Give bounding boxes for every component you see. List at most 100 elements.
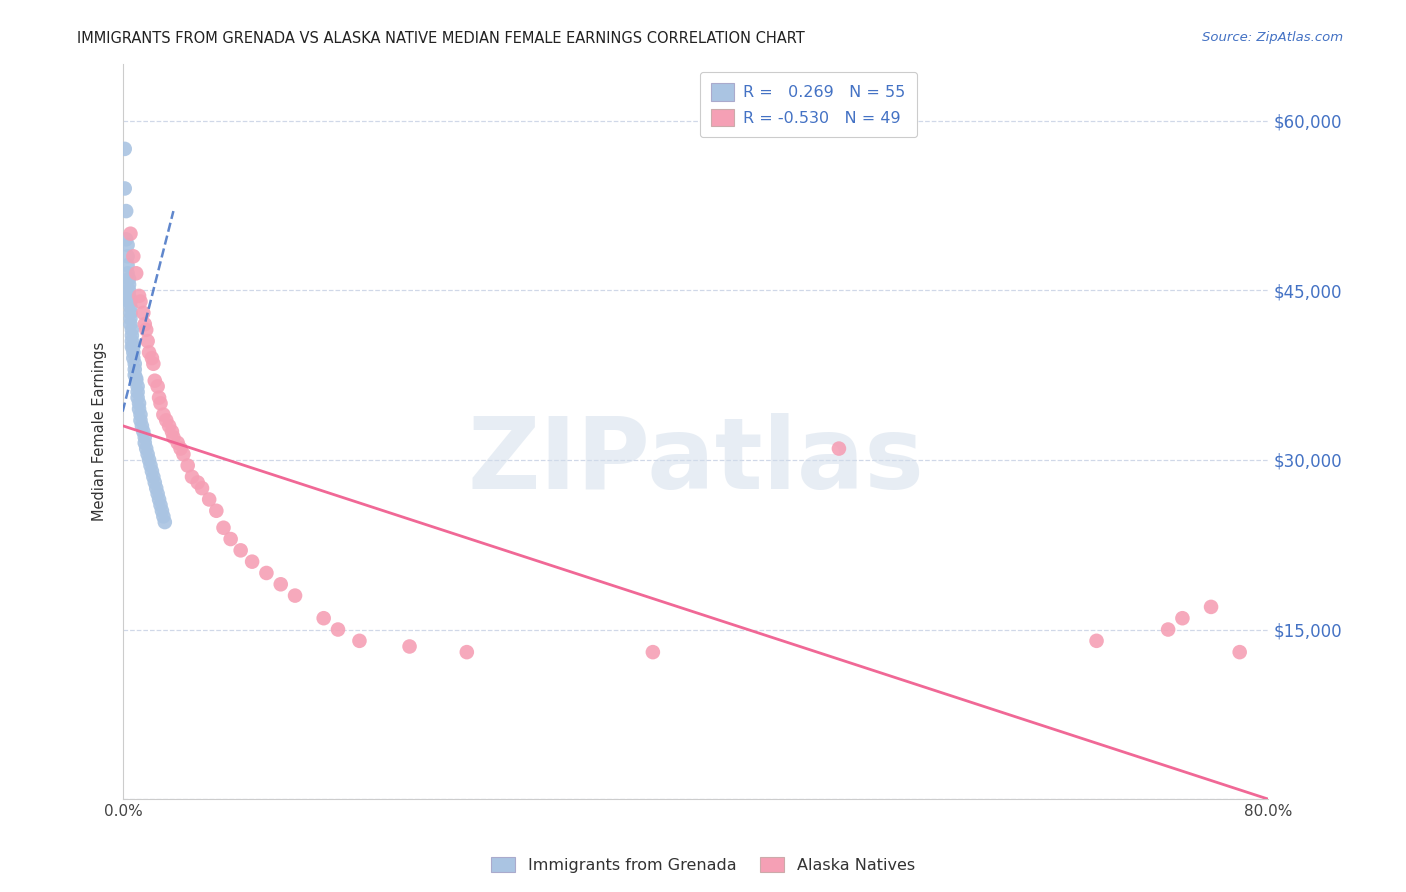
Point (828, 442, 851, 456)
Point (284, 589, 307, 603)
Point (181, 470, 204, 484)
Point (120, 306, 142, 320)
Point (136, 334, 159, 348)
Point (152, 408, 174, 422)
Point (120, 311, 142, 326)
Point (128, 396, 150, 410)
Point (122, 351, 145, 365)
Point (125, 371, 148, 385)
Point (118, 277, 141, 292)
Point (117, 266, 139, 280)
Point (398, 640, 420, 654)
Point (120, 300, 142, 314)
Point (129, 294, 152, 309)
Point (121, 340, 143, 354)
Point (124, 357, 146, 371)
Point (125, 266, 148, 280)
Point (254, 566, 277, 580)
Point (145, 481, 167, 495)
Point (135, 442, 157, 456)
Point (124, 362, 146, 376)
Point (1085, 633, 1108, 648)
Point (125, 374, 148, 388)
Point (129, 413, 152, 427)
Point (118, 283, 141, 297)
Point (146, 379, 169, 393)
Point (148, 492, 170, 507)
Point (117, 249, 139, 263)
Point (326, 623, 349, 637)
Point (120, 317, 142, 331)
Point (177, 458, 200, 473)
Point (132, 425, 155, 439)
Point (1229, 645, 1251, 659)
Point (117, 258, 139, 272)
Point (134, 436, 156, 450)
Point (198, 492, 221, 507)
Point (240, 555, 263, 569)
Point (122, 340, 145, 354)
Point (153, 515, 176, 529)
Point (118, 272, 141, 286)
Point (134, 317, 156, 331)
Point (120, 294, 142, 309)
Point (121, 328, 143, 343)
Point (160, 425, 183, 439)
Point (152, 509, 174, 524)
Point (118, 289, 141, 303)
Point (134, 430, 156, 444)
Point (149, 498, 172, 512)
Point (127, 391, 149, 405)
Text: IMMIGRANTS FROM GRENADA VS ALASKA NATIVE MEDIAN FEMALE EARNINGS CORRELATION CHAR: IMMIGRANTS FROM GRENADA VS ALASKA NATIVE… (77, 31, 806, 46)
Point (155, 413, 177, 427)
Point (141, 351, 163, 365)
Point (118, 294, 141, 309)
Point (117, 238, 139, 252)
Point (149, 396, 172, 410)
Point (132, 306, 155, 320)
Point (157, 419, 180, 434)
Point (141, 464, 163, 478)
Point (136, 447, 159, 461)
Point (212, 521, 235, 535)
Point (114, 181, 136, 195)
Text: Source: ZipAtlas.com: Source: ZipAtlas.com (1202, 31, 1343, 45)
Point (270, 577, 292, 591)
Point (115, 232, 138, 246)
Point (205, 504, 228, 518)
Legend: Immigrants from Grenada, Alaska Natives: Immigrants from Grenada, Alaska Natives (485, 851, 921, 880)
Point (162, 430, 184, 444)
Point (127, 379, 149, 393)
Point (143, 475, 166, 490)
Point (121, 323, 143, 337)
Point (219, 532, 242, 546)
Point (349, 633, 371, 648)
Point (191, 481, 214, 495)
Point (143, 374, 166, 388)
Point (142, 357, 165, 371)
Point (124, 368, 146, 382)
Legend: R =   0.269   N = 55, R = -0.530   N = 49: R = 0.269 N = 55, R = -0.530 N = 49 (700, 72, 917, 137)
Point (129, 408, 152, 422)
Point (135, 323, 157, 337)
Point (229, 543, 252, 558)
Point (121, 334, 143, 348)
Point (166, 436, 188, 450)
Point (139, 458, 162, 473)
Point (456, 645, 478, 659)
Point (169, 442, 191, 456)
Point (120, 227, 142, 241)
Point (131, 419, 153, 434)
Point (138, 453, 160, 467)
Point (1171, 611, 1194, 625)
Point (1157, 623, 1180, 637)
Point (142, 470, 165, 484)
Point (122, 345, 145, 359)
Point (128, 289, 150, 303)
Point (641, 645, 664, 659)
Point (148, 391, 170, 405)
Point (128, 402, 150, 417)
Point (187, 475, 209, 490)
Point (122, 249, 145, 263)
Point (312, 611, 335, 625)
